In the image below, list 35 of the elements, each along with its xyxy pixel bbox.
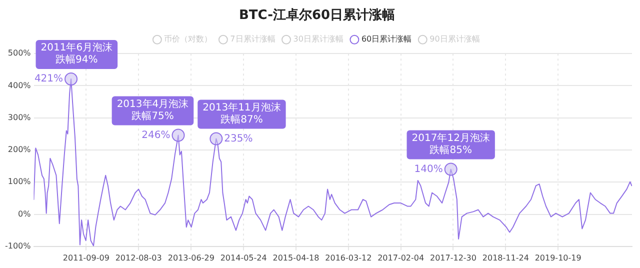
x-tick-label: 2011-09-09 [62,253,110,262]
y-tick-label: 0% [18,209,32,218]
annotation: 2017年12月泡沫 [412,132,490,144]
y-tick-label: 100% [8,177,32,186]
annotation: 跌幅75% [132,110,174,122]
y-tick-label: 300% [8,112,32,122]
x-tick-label: 2012-08-03 [115,253,162,262]
annotation: 2011年6月泡沫 [40,42,113,54]
annotation: 跌幅87% [220,113,263,126]
data-label: 421% [34,74,64,85]
y-tick-label: 400% [8,80,32,90]
y-tick-label: 500% [8,48,32,58]
x-tick-label: 2013-06-29 [168,253,214,262]
point [64,72,78,86]
data-label: 140% [414,164,443,175]
annotation: 跌幅94% [56,54,98,66]
y-tick-label: -100% [4,241,32,250]
x-tick-label: 2017-12-30 [430,253,476,262]
legend-label: 60日累计涨幅 [361,34,412,44]
chart-title: BTC-江卓尔60日累计涨幅 [238,8,396,24]
x-tick-label: 2019-10-19 [534,253,582,262]
y-tick-label: 200% [8,145,32,154]
annotation: 2013年4月泡沫 [116,98,189,110]
data-label: 246% [142,130,170,141]
x-tick-label: 2014-05-24 [220,253,267,262]
data-label: 235% [224,133,253,144]
x-tick-label: 2018-11-24 [482,253,529,262]
annotation: 2013年11月泡沫 [202,101,281,114]
x-tick-label: 2016-03-12 [325,253,372,262]
x-tick-label: 2017-02-04 [378,253,424,262]
point [172,128,185,142]
x-tick-label: 2015-04-18 [272,253,320,262]
point [444,162,458,176]
annotation: 跌幅85% [430,144,472,156]
point [210,132,223,146]
